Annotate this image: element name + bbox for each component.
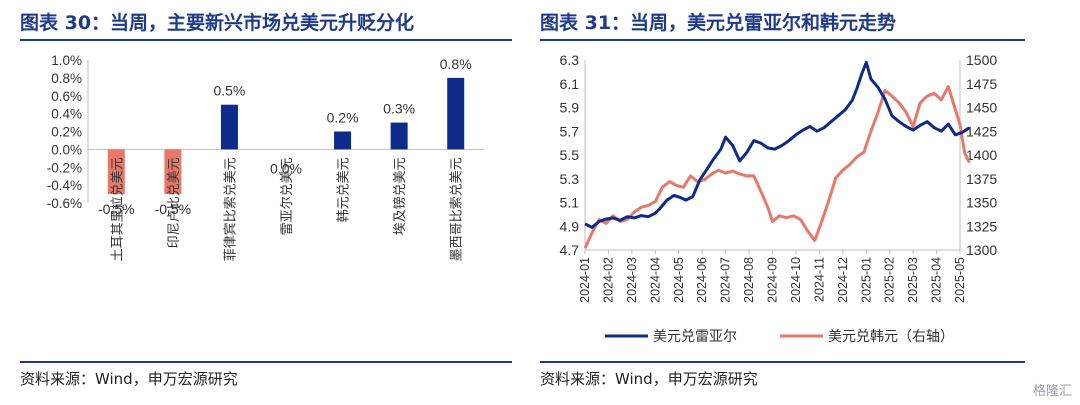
line-x-tick-label: 2024-11: [812, 257, 826, 302]
bar-y-tick-label: 0.0%: [51, 142, 82, 157]
bar-y-tick-label: -0.6%: [47, 196, 82, 211]
series-line-krw: [583, 85, 971, 249]
bar-category-label: 埃及镑兑美元: [392, 157, 408, 235]
line-right-tick-label: 1450: [966, 100, 997, 116]
bar-category-label: 土耳其里拉兑美元: [110, 157, 125, 261]
line-right-tick-label: 1350: [966, 195, 997, 211]
bar-value-label: 0.8%: [440, 56, 472, 72]
line-x-tick-label: 2024-12: [836, 257, 850, 303]
bar-value-label: 0.3%: [383, 101, 415, 117]
bar-y-tick-label: 0.2%: [51, 125, 82, 140]
line-right-tick-label: 1475: [966, 76, 997, 92]
legend-label-krw: 美元兑韩元（右轴）: [828, 329, 954, 345]
series-line-brl: [584, 60, 971, 229]
line-x-tick-label: 2024-10: [789, 257, 803, 303]
line-x-tick-label: 2024-05: [672, 257, 686, 303]
watermark-text: 格隆汇: [1032, 383, 1072, 398]
left-chart-title: 图表 30：当周，主要新兴市场兑美元升贬分化: [20, 12, 415, 34]
bar-value-label: 0.0%: [270, 160, 302, 176]
right-chart-panel: 图表 31：当周，美元兑雷亚尔和韩元走势 6.3 6.1 5.9 5.7 5.5 5.3 5…: [540, 0, 1080, 405]
bar-y-tick-label: 0.6%: [51, 89, 82, 104]
bar-value-label: 0.5%: [213, 83, 245, 99]
right-title-rule: [540, 39, 1025, 41]
bar: [220, 104, 238, 150]
bar-y-tick-label: 1.0%: [51, 53, 82, 68]
bar: [447, 77, 465, 150]
line-right-tick-label: 1425: [966, 123, 997, 139]
bar-value-label: 0.2%: [327, 110, 359, 126]
line-left-tick-label: 5.1: [560, 195, 580, 211]
right-source-text: 资料来源：Wind，申万宏源研究: [540, 370, 758, 388]
line-right-tick-label: 1500: [966, 52, 997, 68]
right-chart-title: 图表 31：当周，美元兑雷亚尔和韩元走势: [540, 12, 897, 34]
bar-y-tick-label: 0.4%: [51, 107, 82, 122]
line-right-tick-label: 1375: [966, 171, 997, 187]
line-x-tick-label: 2024-07: [719, 257, 733, 303]
line-chart: 6.3 6.1 5.9 5.7 5.5 5.3 5.1 4.9 4.7 1500 1475 1450 1…: [560, 52, 998, 345]
bar-category-label: 韩元兑美元: [337, 157, 352, 222]
line-x-tick-label: 2025-02: [883, 257, 897, 303]
line-x-tick-label: 2024-04: [648, 257, 662, 303]
line-x-tick-label: 2024-01: [578, 257, 592, 303]
line-right-tick-label: 1325: [966, 218, 997, 234]
line-x-tick-label: 2025-05: [953, 257, 967, 303]
bar-value-label: -0.5%: [98, 201, 135, 217]
line-x-tick-label: 2024-03: [625, 257, 639, 303]
bar: [107, 149, 125, 195]
bar-y-tick-label: -0.2%: [47, 160, 82, 175]
bar: [164, 149, 182, 195]
line-x-tick-label: 2025-01: [859, 257, 873, 303]
line-left-tick-label: 5.5: [560, 147, 580, 163]
line-left-tick-label: 4.7: [560, 242, 580, 258]
bar: [334, 131, 352, 150]
right-source-rule: [540, 361, 1025, 363]
left-source-text: 资料来源：Wind，申万宏源研究: [20, 370, 238, 388]
bar-category-label: 雷亚尔兑美元: [280, 157, 295, 235]
bar-value-label: -0.5%: [155, 201, 192, 217]
line-left-tick-label: 6.1: [560, 76, 580, 92]
line-x-tick-label: 2024-09: [766, 257, 780, 303]
line-x-tick-label: 2024-02: [601, 257, 615, 303]
line-left-tick-label: 4.9: [560, 218, 580, 234]
bar: [390, 122, 408, 150]
line-x-tick-label: 2025-04: [930, 257, 944, 303]
left-title-rule: [20, 39, 512, 41]
line-x-tick-label: 2024-08: [742, 257, 756, 303]
line-x-tick-label: 2025-03: [906, 257, 920, 303]
left-chart-panel: 图表 30：当周，主要新兴市场兑美元升贬分化 1.0% 0.8% 0.6% 0.4% 0…: [0, 0, 530, 405]
bar-category-label: 菲律宾比索兑美元: [222, 157, 238, 261]
line-left-tick-label: 5.7: [560, 123, 580, 139]
bar-chart: 1.0% 0.8% 0.6% 0.4% 0.2% 0.0% -0.2% -0.4% -0.6% -…: [47, 53, 484, 261]
bar-category-label: 墨西哥比索兑美元: [450, 157, 465, 261]
bar-y-tick-label: -0.4%: [47, 178, 82, 193]
line-left-tick-label: 6.3: [560, 52, 580, 68]
line-right-tick-label: 1300: [966, 242, 997, 258]
line-x-tick-label: 2024-06: [695, 257, 709, 303]
line-left-tick-label: 5.9: [560, 100, 580, 116]
left-source-rule: [20, 361, 512, 363]
bar-category-label: 印尼卢比兑美元: [166, 157, 182, 248]
line-left-tick-label: 5.3: [560, 171, 580, 187]
bar-y-tick-label: 0.8%: [51, 71, 82, 86]
legend-label-brl: 美元兑雷亚尔: [653, 329, 737, 345]
line-right-tick-label: 1400: [966, 147, 997, 163]
